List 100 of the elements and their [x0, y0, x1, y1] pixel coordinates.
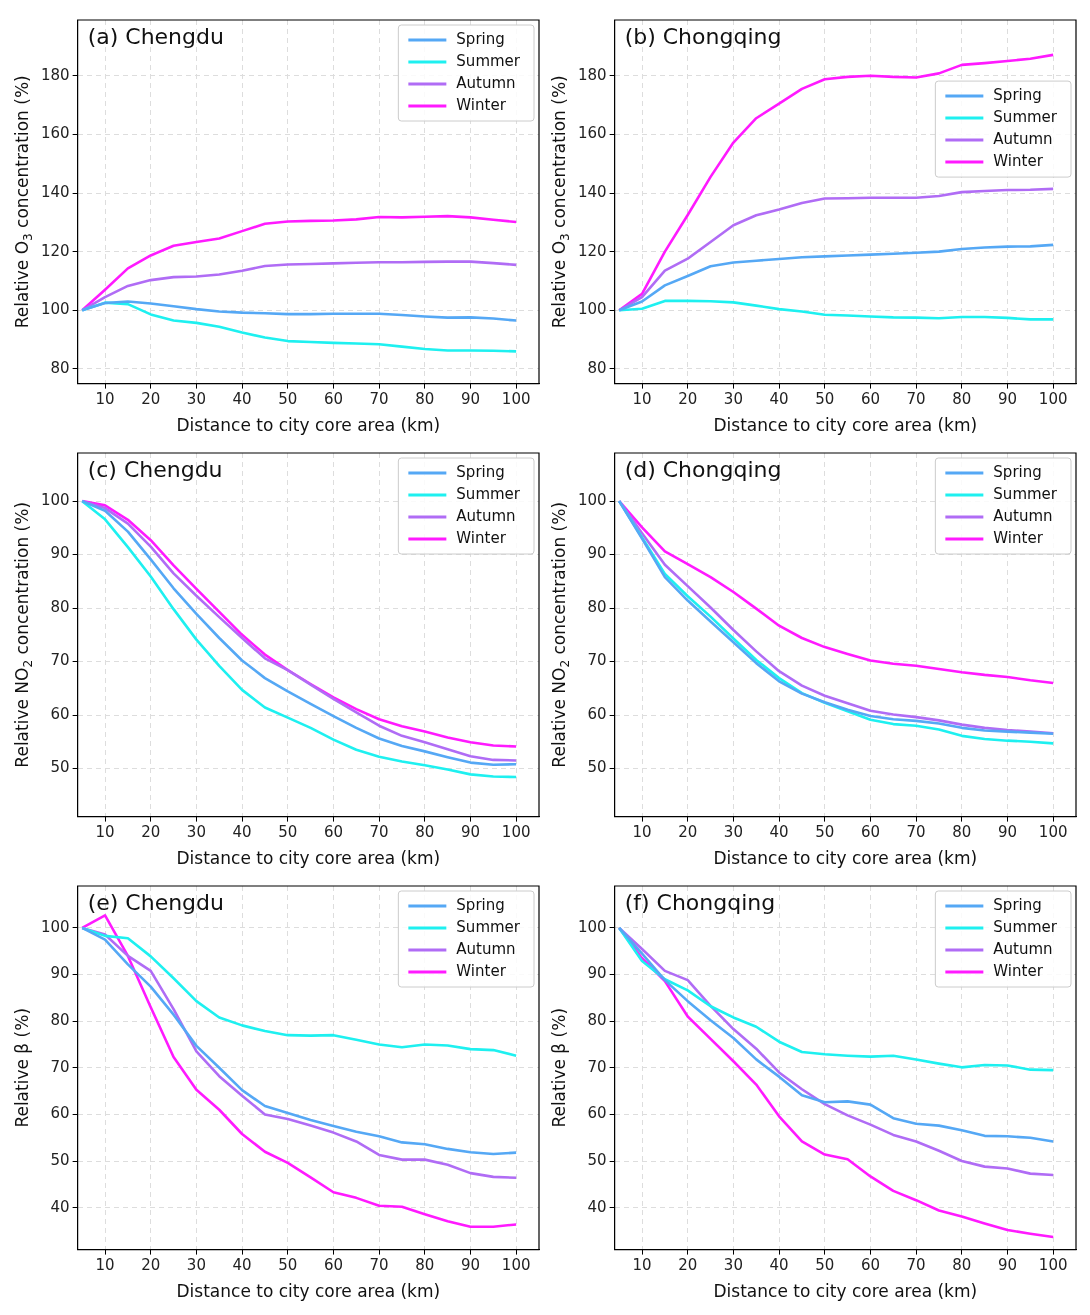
y-tick-label: 80 — [50, 597, 70, 616]
legend-label: Summer — [456, 51, 521, 70]
x-tick-label: 70 — [906, 823, 926, 842]
x-tick-label: 100 — [501, 823, 531, 842]
y-tick-label: 100 — [40, 491, 70, 510]
x-tick-label: 10 — [632, 390, 652, 409]
y-tick-label: 40 — [587, 1197, 607, 1216]
y-tick-label: 40 — [50, 1197, 70, 1216]
x-tick-label: 100 — [1038, 823, 1068, 842]
y-axis-title: Relative NO2 concentration (%) — [12, 501, 36, 768]
legend-label: Spring — [993, 462, 1042, 481]
y-tick-label: 90 — [50, 964, 70, 983]
y-tick-label: 100 — [577, 491, 607, 510]
x-tick-label: 70 — [369, 390, 389, 409]
x-tick-label: 80 — [952, 390, 972, 409]
x-tick-label: 30 — [723, 390, 743, 409]
x-tick-label: 70 — [369, 823, 389, 842]
x-tick-label: 10 — [632, 1256, 652, 1275]
legend-label: Summer — [993, 484, 1058, 503]
x-tick-label: 80 — [952, 823, 972, 842]
legend-label: Spring — [456, 462, 505, 481]
x-tick-label: 80 — [415, 390, 435, 409]
x-tick-label: 30 — [723, 823, 743, 842]
legend-label: Autumn — [456, 939, 516, 958]
x-tick-label: 40 — [769, 823, 789, 842]
y-tick-label: 70 — [50, 651, 70, 670]
x-tick-label: 50 — [278, 1256, 298, 1275]
x-tick-label: 60 — [323, 1256, 343, 1275]
y-tick-label: 120 — [40, 241, 70, 260]
x-tick-label: 30 — [723, 1256, 743, 1275]
legend-label: Summer — [993, 917, 1058, 936]
x-tick-label: 40 — [769, 390, 789, 409]
x-tick-label: 30 — [186, 390, 206, 409]
x-tick-label: 80 — [415, 1256, 435, 1275]
x-tick-label: 90 — [460, 823, 481, 842]
y-tick-label: 180 — [577, 65, 607, 84]
x-tick-label: 20 — [141, 390, 161, 409]
x-tick-label: 100 — [501, 1256, 531, 1275]
x-tick-label: 20 — [141, 1256, 161, 1275]
y-tick-label: 100 — [40, 300, 70, 319]
legend-label: Summer — [456, 484, 521, 503]
x-tick-label: 10 — [95, 1256, 115, 1275]
y-tick-label: 80 — [587, 1011, 607, 1030]
x-tick-label: 50 — [278, 823, 298, 842]
y-tick-label: 120 — [577, 241, 607, 260]
y-tick-label: 50 — [50, 758, 70, 777]
x-tick-label: 70 — [369, 1256, 389, 1275]
y-tick-label: 50 — [587, 1150, 607, 1169]
legend-label: Winter — [993, 961, 1044, 980]
legend-label: Summer — [456, 917, 521, 936]
x-tick-label: 10 — [95, 823, 115, 842]
x-tick-label: 40 — [769, 1256, 789, 1275]
x-tick-label: 20 — [678, 390, 698, 409]
x-tick-label: 90 — [997, 823, 1018, 842]
x-tick-label: 50 — [278, 390, 298, 409]
y-tick-label: 160 — [577, 124, 607, 143]
legend-label: Spring — [456, 895, 505, 914]
legend-label: Winter — [993, 151, 1044, 170]
y-tick-label: 140 — [40, 182, 70, 201]
x-axis-title: Distance to city core area (km) — [713, 848, 978, 869]
x-tick-label: 60 — [323, 823, 343, 842]
x-tick-label: 80 — [952, 1256, 972, 1275]
y-tick-label: 60 — [587, 1104, 607, 1123]
legend-label: Spring — [456, 29, 505, 48]
legend-label: Winter — [993, 528, 1044, 547]
y-tick-label: 100 — [577, 300, 607, 319]
y-axis-title: Relative β (%) — [12, 1007, 33, 1128]
chart-title: (a) Chengdu — [87, 23, 224, 49]
x-tick-label: 90 — [997, 390, 1018, 409]
y-tick-label: 80 — [50, 1011, 70, 1030]
x-tick-label: 50 — [815, 1256, 835, 1275]
chart-title: (f) Chongqing — [624, 889, 776, 915]
legend-label: Autumn — [456, 506, 516, 525]
chart-title: (d) Chongqing — [624, 456, 782, 482]
y-tick-label: 90 — [587, 964, 607, 983]
x-tick-label: 60 — [860, 390, 880, 409]
y-tick-label: 50 — [587, 758, 607, 777]
legend-label: Autumn — [456, 73, 516, 92]
x-tick-label: 30 — [186, 1256, 206, 1275]
y-axis-title: Relative O3 concentration (%) — [12, 75, 36, 329]
y-tick-label: 160 — [40, 124, 70, 143]
legend-label: Spring — [993, 895, 1042, 914]
x-tick-label: 50 — [815, 390, 835, 409]
x-tick-label: 70 — [906, 390, 926, 409]
y-tick-label: 70 — [587, 1057, 607, 1076]
x-axis-title: Distance to city core area (km) — [176, 848, 441, 869]
x-tick-label: 20 — [141, 823, 161, 842]
y-axis-title: Relative O3 concentration (%) — [549, 75, 573, 329]
y-tick-label: 180 — [40, 65, 70, 84]
x-tick-label: 100 — [1038, 390, 1068, 409]
y-axis-title: Relative β (%) — [549, 1007, 570, 1128]
x-tick-label: 90 — [460, 1256, 481, 1275]
legend-label: Spring — [993, 85, 1042, 104]
y-tick-label: 60 — [587, 704, 607, 723]
x-axis-title: Distance to city core area (km) — [176, 415, 441, 436]
x-tick-label: 40 — [232, 1256, 252, 1275]
x-tick-label: 40 — [232, 390, 252, 409]
x-tick-label: 20 — [678, 823, 698, 842]
y-tick-label: 90 — [50, 544, 70, 563]
legend-label: Winter — [456, 528, 507, 547]
